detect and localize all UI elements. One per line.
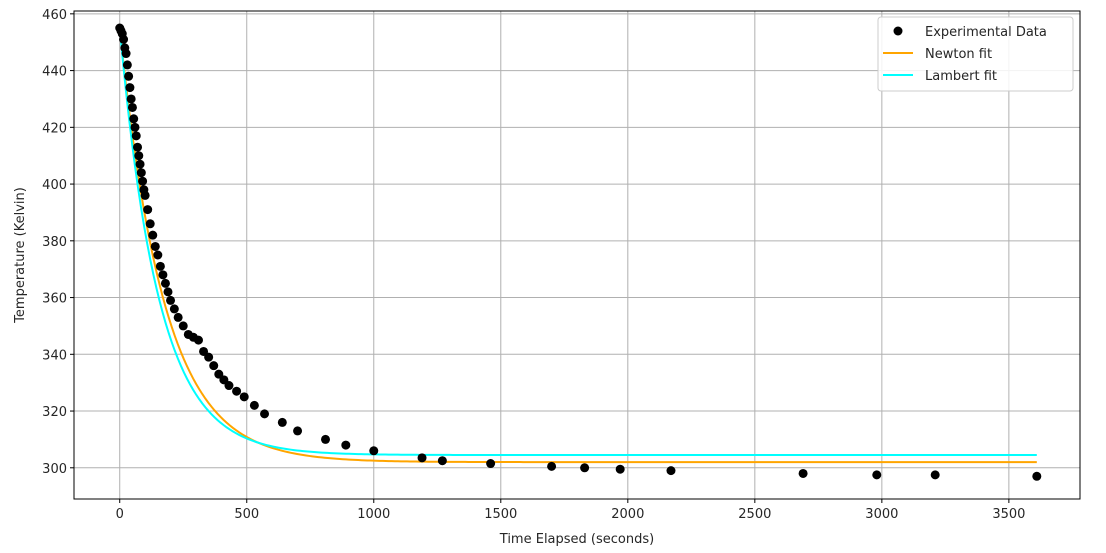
data-point [163,287,173,297]
data-point [239,392,249,402]
y-tick-label: 340 [42,348,67,363]
plot-frame [73,10,1081,500]
y-axis-ticks: 300 320 340 360 380 400 420 440 460 [42,8,74,477]
y-axis-label: Temperature (Kelvin) [13,187,28,324]
fit-lines [118,27,1037,464]
data-point [277,417,287,427]
y-tick-label: 300 [42,462,67,477]
x-axis-ticks: 0 500 1000 1500 2000 2500 3000 3500 [116,499,1025,522]
data-point [204,352,214,362]
data-point [437,456,447,466]
x-tick-label: 2000 [611,507,644,522]
data-point [173,312,183,322]
data-point [872,470,882,480]
y-tick-label: 380 [42,235,67,250]
data-point [133,142,143,152]
grid [74,11,1080,499]
legend-marker-experimental [893,26,903,36]
y-tick-label: 420 [42,121,67,136]
plot-background [74,11,1080,499]
legend-label-newton: Newton fit [925,47,992,62]
data-point [130,122,140,132]
data-point [547,461,557,471]
data-point [249,400,259,410]
x-tick-label: 0 [116,507,124,522]
data-point [138,176,148,186]
x-tick-label: 1500 [484,507,517,522]
data-point [169,304,179,314]
data-point [666,466,676,476]
data-point [135,159,145,169]
data-point [119,34,129,44]
x-tick-label: 3500 [992,507,1025,522]
data-point [155,261,165,271]
data-point [140,190,150,200]
data-point [930,470,940,480]
newton-fit-line [118,27,1037,464]
data-point [143,205,153,215]
y-tick-label: 360 [42,292,67,307]
legend: Experimental Data Newton fit Lambert fit [877,16,1074,92]
x-tick-label: 3000 [865,507,898,522]
x-tick-label: 500 [234,507,259,522]
data-point [321,434,330,444]
y-tick-label: 400 [42,178,67,193]
data-point [126,94,136,104]
y-tick-label: 440 [42,65,67,80]
data-point [798,468,808,478]
data-point [486,459,496,469]
data-point [341,440,351,450]
data-point [232,386,242,396]
y-tick-label: 320 [42,405,67,420]
y-tick-label: 460 [42,8,67,23]
data-point [122,60,132,70]
legend-label-lambert: Lambert fit [925,69,997,84]
data-point [158,270,168,280]
data-point [166,295,176,305]
x-tick-label: 1000 [357,507,390,522]
data-point [160,278,170,288]
x-tick-label: 2500 [738,507,771,522]
x-axis-label: Time Elapsed (seconds) [499,532,654,547]
lambert-fit-line [118,27,1037,457]
data-point [615,464,625,474]
data-point [209,361,219,371]
data-point [150,241,160,251]
legend-label-experimental: Experimental Data [925,25,1047,40]
data-point [1032,471,1042,481]
data-point [260,409,270,419]
data-point [145,219,155,229]
data-point [136,168,146,178]
legend-box [877,16,1074,92]
data-point [153,250,163,260]
data-points [115,23,1042,481]
data-point [124,71,134,81]
data-point [293,426,303,436]
data-point [127,102,137,112]
data-point [580,463,590,473]
data-point [417,453,427,463]
data-point [148,230,158,240]
data-point [178,321,188,331]
data-point [134,151,144,161]
data-point [125,83,135,93]
data-point [193,335,203,345]
data-point [129,114,139,124]
data-point [121,49,131,59]
data-point [369,446,379,456]
data-point [131,131,141,141]
data-point [224,381,234,391]
